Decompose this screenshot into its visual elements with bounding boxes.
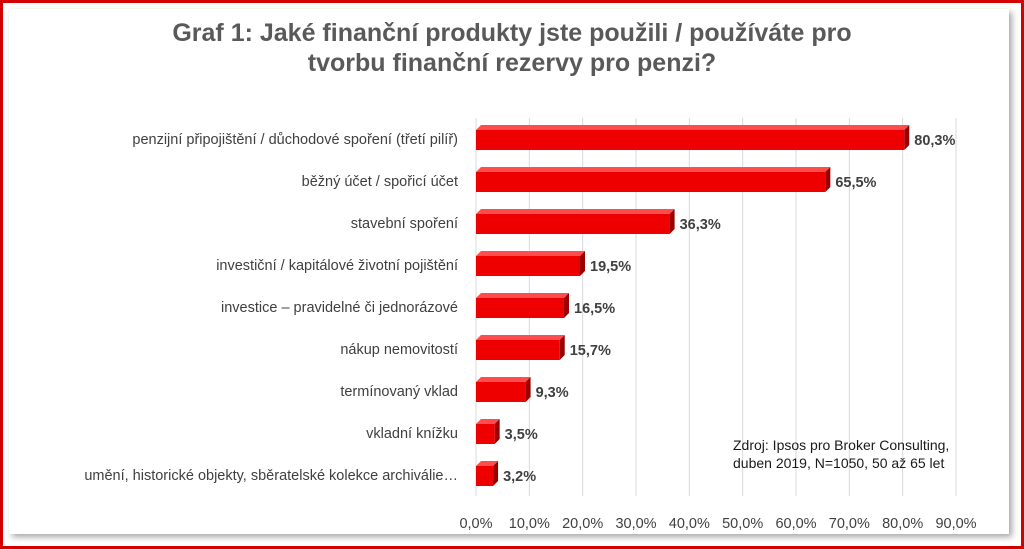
source-note: Zdroj: Ipsos pro Broker Consulting, dube… [733, 436, 949, 472]
x-tick-label: 80,0% [882, 516, 923, 532]
bar-side-face [493, 461, 499, 486]
chart-title: Graf 1: Jaké finanční produkty jste použ… [0, 18, 1024, 78]
bar-top-face [476, 251, 585, 256]
value-label: 80,3% [914, 133, 955, 149]
value-label: 36,3% [680, 217, 721, 233]
labels: 0,0% 10,0% 20,0% 30,0% 40,0% 50,0% 60,0% 70,0% 8… [84, 132, 976, 532]
category-label: nákup nemovitostí [340, 342, 458, 358]
chart-title-line-2: tvorbu finanční rezervy pro penzi? [307, 49, 717, 77]
bar-front-face [476, 172, 826, 192]
bar [476, 461, 499, 486]
chart-title-line-1: Graf 1: Jaké finanční produkty jste použ… [172, 19, 852, 47]
bar-top-face [476, 335, 565, 340]
x-tick-label: 40,0% [669, 516, 710, 532]
bar-side-face [494, 419, 500, 444]
value-label: 19,5% [590, 259, 631, 275]
category-label: investice – pravidelné či jednorázové [221, 300, 458, 316]
value-label: 3,5% [505, 427, 538, 443]
category-label: běžný účet / spořicí účet [302, 174, 458, 190]
x-tick-label: 70,0% [829, 516, 870, 532]
x-tick-label: 50,0% [722, 516, 763, 532]
bar-top-face [476, 377, 531, 382]
bar-side-face [904, 125, 910, 150]
category-label: investiční / kapitálové životní pojištěn… [216, 258, 458, 274]
bar-front-face [476, 130, 905, 150]
value-label: 9,3% [536, 385, 569, 401]
bar-front-face [476, 298, 564, 318]
bar [476, 293, 569, 318]
bar-top-face [476, 125, 910, 130]
bar-side-face [564, 293, 569, 318]
category-label: vkladní knížku [366, 426, 458, 442]
category-label: umění, historické objekty, sběratelské k… [84, 468, 458, 484]
bar-top-face [476, 167, 831, 172]
bar [476, 167, 831, 192]
category-label: stavební spoření [351, 216, 458, 232]
bar-front-face [476, 256, 580, 276]
bar [476, 419, 500, 444]
bar-side-face [580, 251, 585, 276]
source-note-line-2: duben 2019, N=1050, 50 až 65 let [733, 455, 945, 471]
category-label: termínovaný vklad [340, 384, 458, 400]
x-tick-label: 10,0% [509, 516, 550, 532]
bar-front-face [476, 340, 560, 360]
source-note-line-1: Zdroj: Ipsos pro Broker Consulting, [733, 437, 950, 453]
x-tick-label: 60,0% [775, 516, 816, 532]
x-tick-label: 90,0% [935, 516, 976, 532]
bar [476, 335, 565, 360]
value-label: 15,7% [570, 343, 611, 359]
bar-front-face [476, 382, 526, 402]
value-label: 3,2% [503, 469, 536, 485]
bar-side-face [525, 377, 531, 402]
category-label: penzijní připojištění / důchodové spořen… [132, 132, 458, 148]
bar-side-face [825, 167, 831, 192]
bar-front-face [476, 424, 495, 444]
bar [476, 377, 531, 402]
bar [476, 125, 910, 150]
x-tick-label: 30,0% [615, 516, 656, 532]
x-tick-label: 0,0% [459, 516, 492, 532]
bar-front-face [476, 466, 494, 486]
bar [476, 251, 585, 276]
bar-top-face [476, 293, 569, 298]
bar-side-face [559, 335, 565, 360]
bar [476, 209, 675, 234]
bar-top-face [476, 419, 500, 424]
bars [476, 125, 910, 486]
bar-side-face [669, 209, 675, 234]
x-tick-label: 20,0% [562, 516, 603, 532]
bar-top-face [476, 461, 499, 466]
value-label: 16,5% [574, 301, 615, 317]
bar-top-face [476, 209, 675, 214]
value-label: 65,5% [835, 175, 876, 191]
bar-front-face [476, 214, 670, 234]
